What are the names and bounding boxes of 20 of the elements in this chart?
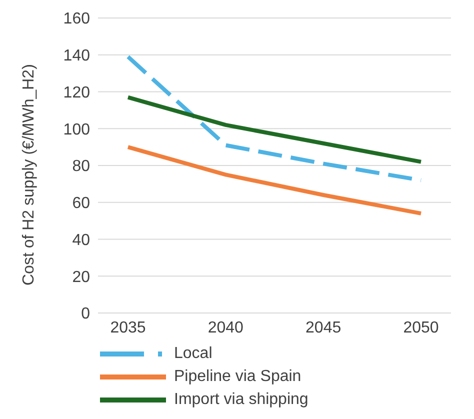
- legend-label: Local: [174, 344, 212, 362]
- y-tick-label: 120: [63, 84, 90, 102]
- y-tick-label: 20: [72, 268, 90, 286]
- y-tick-label: 80: [72, 158, 90, 176]
- y-tick-label: 0: [81, 306, 90, 323]
- line-series: [126, 95, 423, 164]
- y-tick-label: 60: [72, 195, 90, 212]
- line-series: [126, 145, 423, 216]
- y-tick-label: 160: [63, 10, 90, 28]
- y-axis-title: Cost of H2 supply (€/MWh_H2): [20, 64, 38, 286]
- x-tick-label: 2045: [306, 319, 342, 336]
- x-tick-label: 2040: [208, 319, 244, 336]
- line-series: [126, 54, 423, 182]
- x-tick-label: 2035: [110, 319, 146, 336]
- legend-label: Import via shipping: [174, 390, 308, 408]
- legend-label: Pipeline via Spain: [174, 368, 302, 386]
- y-tick-label: 40: [72, 232, 90, 249]
- y-tick-label: 100: [63, 121, 90, 138]
- y-tick-label: 140: [63, 48, 90, 65]
- x-tick-label: 2050: [403, 319, 439, 336]
